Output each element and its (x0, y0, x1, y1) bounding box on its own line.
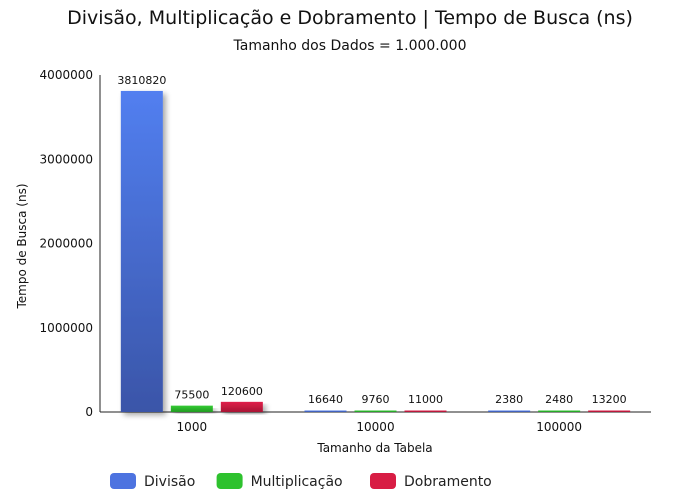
value-labels: 3810820 75500 120600 16640 9760 11000 2380 2480… (117, 74, 626, 406)
legend-swatch (110, 473, 136, 489)
data-label: 16640 (308, 393, 343, 406)
bar-divis-o (488, 410, 531, 412)
y-ticks: 0 1000000 2000000 3000000 4000000 (40, 68, 93, 419)
y-tick-label: 0 (85, 405, 93, 419)
legend-label: Dobramento (404, 474, 492, 490)
bar-divis-o (304, 410, 347, 412)
bar-dobramento (404, 410, 447, 412)
data-label: 2480 (545, 393, 573, 406)
data-label: 9760 (362, 393, 390, 406)
x-axis-label: Tamanho da Tabela (316, 441, 432, 455)
bar-dobramento (220, 401, 263, 412)
chart-subtitle: Tamanho dos Dados = 1.000.000 (233, 38, 467, 54)
legend-swatch (370, 473, 396, 489)
legend-swatch (216, 473, 243, 489)
chart-title: Divisão, Multiplicação e Dobramento | Te… (67, 7, 633, 29)
x-tick-label: 1000 (177, 420, 208, 434)
data-label: 3810820 (117, 74, 166, 87)
y-tick-label: 1000000 (40, 321, 93, 335)
bar-multiplica-o (170, 405, 213, 412)
data-label: 120600 (221, 385, 263, 398)
bar-dobramento (588, 410, 631, 412)
bars (120, 90, 631, 412)
y-tick-label: 3000000 (40, 152, 93, 166)
data-label: 2380 (495, 393, 523, 406)
x-ticks: 1000 10000 100000 (177, 420, 583, 434)
legend-label: Divisão (144, 474, 195, 490)
y-axis-label: Tempo de Busca (ns) (15, 183, 29, 309)
bar-multiplica-o (354, 410, 397, 412)
data-label: 11000 (408, 393, 443, 406)
y-tick-label: 4000000 (40, 68, 93, 82)
data-label: 75500 (174, 389, 209, 402)
legend: Divisão Multiplicação Dobramento (110, 473, 492, 490)
x-tick-label: 100000 (536, 420, 582, 434)
data-label: 13200 (592, 393, 627, 406)
bar-divis-o (120, 90, 163, 412)
y-tick-label: 2000000 (40, 237, 93, 251)
bar-multiplica-o (538, 410, 581, 412)
legend-label: Multiplicação (251, 474, 343, 490)
x-tick-label: 10000 (356, 420, 394, 434)
